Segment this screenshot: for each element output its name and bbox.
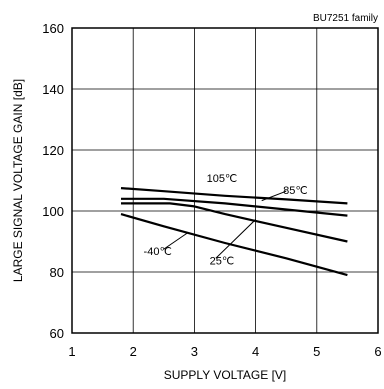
y-tick-label: 100 (42, 204, 64, 219)
series-line (120, 187, 348, 205)
family-label: BU7251 family (313, 13, 378, 24)
series-annotation: 105℃ (207, 173, 238, 185)
series-line (121, 197, 348, 217)
y-tick-label: 140 (42, 82, 64, 97)
y-tick-labels: 60 80 100 120 140 160 (42, 21, 64, 341)
annotation-leader (215, 219, 256, 259)
x-tick-labels: 1 2 3 4 5 6 (68, 344, 381, 359)
x-tick-label: 3 (191, 344, 198, 359)
x-tick-label: 1 (68, 344, 75, 359)
grid (72, 28, 378, 333)
y-tick-label: 120 (42, 143, 64, 158)
x-tick-label: 2 (130, 344, 137, 359)
series-annotation: 25℃ (210, 255, 235, 267)
series-annotation: 85℃ (283, 185, 308, 197)
annotation-leader (163, 231, 189, 250)
y-axis-title: LARGE SIGNAL VOLTAGE GAIN [dB] (11, 79, 25, 282)
x-tick-label: 4 (252, 344, 259, 359)
series-annotation: -40℃ (144, 246, 172, 258)
plot-frame (71, 27, 379, 334)
y-tick-label: 160 (42, 21, 64, 36)
series-line (121, 202, 348, 243)
y-tick-label: 80 (50, 265, 64, 280)
annotation-leader (261, 190, 287, 202)
x-tick-label: 6 (374, 344, 381, 359)
annotations: 105℃ 85℃ 25℃ -40℃ (144, 173, 308, 267)
series-lines (120, 187, 348, 277)
x-tick-label: 5 (313, 344, 320, 359)
series-line (120, 213, 348, 277)
y-tick-label: 60 (50, 326, 64, 341)
x-axis-title: SUPPLY VOLTAGE [V] (164, 368, 287, 382)
